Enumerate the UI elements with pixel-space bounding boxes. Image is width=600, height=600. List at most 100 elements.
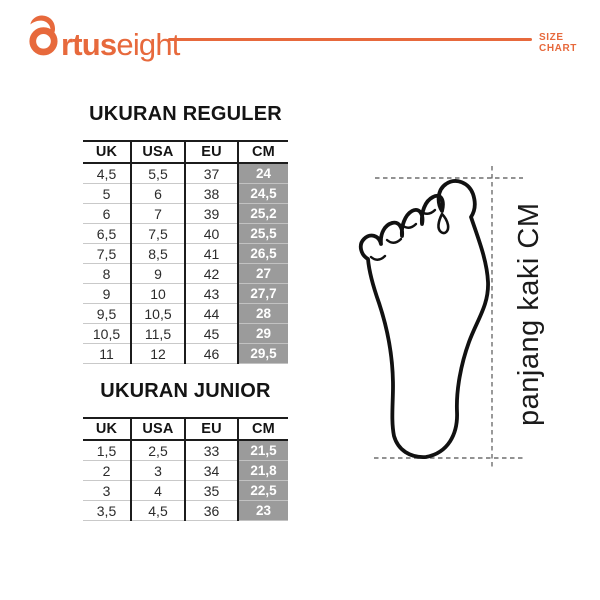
third-toe-crease: [400, 222, 418, 229]
cm-value-cell: 27: [237, 263, 288, 284]
cm-value-cell: 28: [237, 303, 288, 324]
size-row: 2 3 34 21,8: [83, 460, 288, 481]
size-row: 8 9 42 27: [83, 263, 288, 284]
header-row: UK USA EU CM: [83, 141, 288, 164]
size-row: 1,5 2,5 33 21,5: [83, 440, 288, 461]
table-title-reguler: UKURAN REGULER: [89, 103, 282, 125]
size-value-cell: 34: [184, 460, 238, 481]
size-value-cell: 4,5: [83, 163, 131, 184]
fourth-toe-crease: [385, 237, 403, 244]
size-value-cell: 9,5: [83, 303, 131, 324]
size-value-cell: 4: [130, 480, 185, 501]
logo-text-bold: rtus: [61, 27, 117, 62]
size-value-cell: 35: [184, 480, 238, 501]
cm-value-cell: 21,5: [237, 440, 288, 461]
size-row: 10,5 11,5 45 29: [83, 323, 288, 344]
cm-value-cell: 24: [237, 163, 288, 184]
size-value-cell: 7,5: [83, 243, 131, 264]
size-value-cell: 2,5: [130, 440, 185, 461]
size-value-cell: 33: [184, 440, 238, 461]
logo-o-ring: [29, 27, 58, 56]
size-value-cell: 42: [184, 263, 238, 284]
header-cell-cm: CM: [237, 418, 288, 441]
header-cell-uk: UK: [83, 418, 131, 441]
size-value-cell: 8,5: [130, 243, 185, 264]
flame-tip: [30, 15, 56, 34]
size-row: 11 12 46 29,5: [83, 343, 288, 364]
cm-value-cell: 22,5: [237, 480, 288, 501]
size-value-cell: 43: [184, 283, 238, 304]
header-cell-usa: USA: [130, 418, 185, 441]
brand-logo: rtus eight: [28, 15, 180, 62]
cm-value-cell: 25,5: [237, 223, 288, 244]
header-cell-cm: CM: [237, 141, 288, 164]
cm-value-cell: 21,8: [237, 460, 288, 481]
cm-value-cell: 26,5: [237, 243, 288, 264]
size-value-cell: 9: [130, 263, 185, 284]
size-table-reguler: UKURAN REGULER UK USA EU CM 4,5 5,5 37 24 5 6 38 2…: [83, 103, 288, 364]
big-toe-crease: [437, 212, 450, 235]
cm-value-cell: 27,7: [237, 283, 288, 304]
size-value-cell: 44: [184, 303, 238, 324]
size-value-cell: 11,5: [130, 323, 185, 344]
cm-value-cell: 29: [237, 323, 288, 344]
size-value-cell: 4,5: [130, 500, 185, 521]
size-value-cell: 40: [184, 223, 238, 244]
size-value-cell: 36: [184, 500, 238, 521]
size-value-cell: 1,5: [83, 440, 131, 461]
table-title-junior: UKURAN JUNIOR: [100, 380, 271, 402]
foot-outline: [358, 179, 490, 459]
logo-text-light: eight: [116, 27, 180, 62]
size-row: 5 6 38 24,5: [83, 183, 288, 204]
size-value-cell: 6: [130, 183, 185, 204]
size-value-cell: 45: [184, 323, 238, 344]
size-value-cell: 3: [83, 480, 131, 501]
junior-table: UK USA EU CM 1,5 2,5 33 21,5 2 3 34 21,8 3 4 35 22,5 3,…: [83, 417, 288, 521]
size-value-cell: 12: [130, 343, 185, 364]
size-value-cell: 5: [83, 183, 131, 204]
size-row: 3 4 35 22,5: [83, 480, 288, 501]
size-value-cell: 3,5: [83, 500, 131, 521]
size-value-cell: 6: [83, 203, 131, 224]
size-value-cell: 2: [83, 460, 131, 481]
size-value-cell: 39: [184, 203, 238, 224]
size-value-cell: 3: [130, 460, 185, 481]
little-toe-crease: [369, 254, 387, 261]
flame-o-icon: [29, 15, 58, 56]
size-table-junior: UKURAN JUNIOR UK USA EU CM 1,5 2,5 33 21,5 2 3 34…: [83, 380, 288, 521]
header-cell-usa: USA: [130, 141, 185, 164]
header-cell-eu: EU: [184, 418, 238, 441]
header-cell-uk: UK: [83, 141, 131, 164]
foot-length-label: panjang kaki CM: [513, 202, 545, 427]
size-row: 7,5 8,5 41 26,5: [83, 243, 288, 264]
cm-value-cell: 24,5: [237, 183, 288, 204]
size-value-cell: 8: [83, 263, 131, 284]
size-chart-label: SIZE CHART: [539, 32, 577, 54]
size-value-cell: 37: [184, 163, 238, 184]
foot-measurement-diagram: [358, 166, 524, 470]
size-value-cell: 46: [184, 343, 238, 364]
reguler-table: UK USA EU CM 4,5 5,5 37 24 5 6 38 24,5 6 7 39 25,2 6,5 7…: [83, 140, 288, 364]
size-row: 9 10 43 27,7: [83, 283, 288, 304]
second-toe-crease: [418, 208, 437, 215]
size-value-cell: 10,5: [130, 303, 185, 324]
header-cell-eu: EU: [184, 141, 238, 164]
cm-value-cell: 29,5: [237, 343, 288, 364]
size-value-cell: 9: [83, 283, 131, 304]
size-value-cell: 5,5: [130, 163, 185, 184]
size-row: 3,5 4,5 36 23: [83, 500, 288, 521]
size-value-cell: 7: [130, 203, 185, 224]
size-row: 6 7 39 25,2: [83, 203, 288, 224]
header-row: UK USA EU CM: [83, 418, 288, 441]
header-divider-line: [168, 38, 532, 41]
cm-value-cell: 23: [237, 500, 288, 521]
size-value-cell: 10: [130, 283, 185, 304]
size-value-cell: 10,5: [83, 323, 131, 344]
size-value-cell: 38: [184, 183, 238, 204]
size-value-cell: 6,5: [83, 223, 131, 244]
size-row: 4,5 5,5 37 24: [83, 163, 288, 184]
size-value-cell: 11: [83, 343, 131, 364]
size-value-cell: 7,5: [130, 223, 185, 244]
size-row: 6,5 7,5 40 25,5: [83, 223, 288, 244]
size-value-cell: 41: [184, 243, 238, 264]
